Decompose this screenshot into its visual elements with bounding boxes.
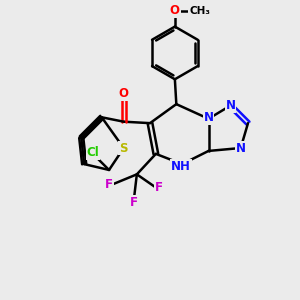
Text: CH₃: CH₃ — [189, 5, 210, 16]
Text: S: S — [119, 142, 128, 154]
Text: Cl: Cl — [87, 146, 99, 159]
Text: F: F — [105, 178, 113, 191]
Text: N: N — [236, 142, 246, 154]
Text: O: O — [119, 87, 129, 101]
Text: F: F — [155, 181, 163, 194]
Text: N: N — [203, 111, 214, 124]
Text: NH: NH — [171, 160, 191, 173]
Text: N: N — [226, 99, 236, 112]
Text: O: O — [170, 4, 180, 17]
Text: F: F — [130, 196, 138, 208]
